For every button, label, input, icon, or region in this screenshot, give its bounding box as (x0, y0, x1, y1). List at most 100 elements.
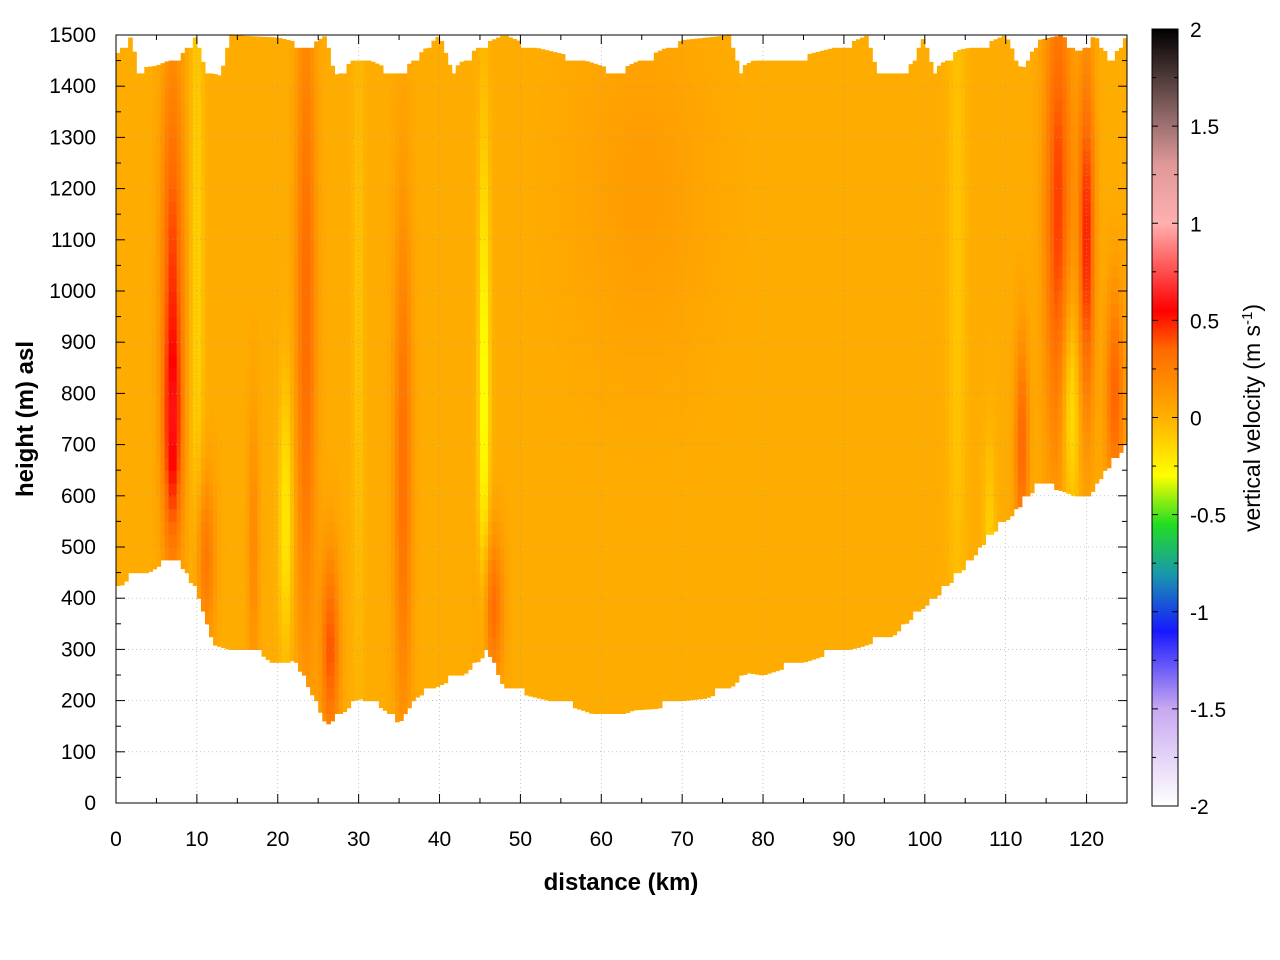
heatmap-cell (120, 521, 125, 535)
heatmap-cell (225, 188, 230, 202)
heatmap-cell (475, 252, 481, 266)
heatmap-cell (346, 163, 352, 177)
heatmap-cell (209, 227, 214, 241)
heatmap-cell (463, 649, 469, 663)
heatmap-cell (374, 559, 380, 574)
heatmap-cell (423, 201, 428, 215)
heatmap-cell (184, 252, 190, 266)
heatmap-cell (318, 483, 323, 497)
heatmap-cell (237, 137, 242, 151)
heatmap-cell (504, 355, 509, 369)
heatmap-cell (362, 649, 368, 663)
heatmap-cell (285, 342, 291, 356)
heatmap-cell (451, 291, 457, 305)
heatmap-cell (176, 508, 182, 522)
heatmap-cell (411, 483, 416, 497)
heatmap-cell (455, 86, 461, 100)
heatmap-cell (293, 60, 299, 74)
heatmap-cell (370, 598, 376, 612)
heatmap-cell (447, 585, 453, 599)
heatmap-cell (390, 163, 396, 177)
heatmap-cell (463, 303, 469, 318)
heatmap-cell (475, 111, 481, 126)
heatmap-cell (144, 73, 149, 87)
heatmap-cell (120, 163, 125, 177)
heatmap-cell (249, 598, 255, 612)
heatmap-cell (168, 547, 174, 561)
heatmap-cell (338, 393, 344, 407)
heatmap-cell (475, 73, 481, 87)
heatmap-cell (128, 163, 133, 177)
heatmap-cell (407, 419, 412, 433)
heatmap-cell (140, 201, 145, 215)
heatmap-cell (233, 124, 238, 138)
heatmap-cell (528, 419, 534, 433)
heatmap-cell (447, 355, 453, 369)
heatmap-cell (354, 329, 360, 343)
heatmap-cell (512, 559, 517, 574)
heatmap-cell (273, 636, 279, 650)
heatmap-cell (269, 598, 275, 612)
heatmap-cell (532, 419, 538, 433)
heatmap-cell (484, 380, 489, 394)
heatmap-cell (439, 483, 445, 497)
heatmap-cell (188, 508, 194, 522)
heatmap-cell (293, 393, 299, 407)
heatmap-cell (350, 675, 356, 689)
heatmap-cell (407, 534, 412, 548)
heatmap-cell (415, 150, 420, 164)
heatmap-cell (471, 163, 477, 177)
heatmap-cell (322, 265, 327, 279)
heatmap-cell (403, 342, 408, 356)
heatmap-cell (192, 355, 198, 369)
heatmap-cell (362, 99, 368, 113)
heatmap-cell (479, 252, 485, 266)
heatmap-cell (322, 163, 327, 177)
heatmap-cell (504, 35, 509, 49)
heatmap-cell (504, 457, 509, 471)
heatmap-cell (378, 124, 384, 138)
heatmap-cell (455, 649, 461, 663)
heatmap-cell (500, 47, 505, 62)
heatmap-cell (403, 700, 408, 714)
heatmap-cell (386, 380, 392, 394)
heatmap-cell (500, 367, 505, 382)
heatmap-cell (132, 137, 137, 151)
heatmap-cell (176, 73, 182, 87)
heatmap-cell (500, 598, 505, 612)
heatmap-cell (124, 495, 129, 510)
heatmap-cell (479, 431, 485, 446)
heatmap-cell (407, 214, 412, 228)
heatmap-cell (285, 60, 291, 74)
heatmap-cell (306, 419, 311, 433)
heatmap-cell (399, 188, 404, 202)
heatmap-cell (447, 239, 453, 254)
heatmap-cell (431, 227, 437, 241)
heatmap-cell (314, 291, 319, 305)
heatmap-cell (269, 291, 275, 305)
heatmap-cell (467, 483, 473, 497)
heatmap-cell (249, 73, 255, 87)
heatmap-cell (310, 227, 315, 241)
heatmap-cell (334, 444, 340, 458)
heatmap-cell (144, 124, 149, 138)
heatmap-cell (399, 457, 404, 471)
heatmap-cell (342, 86, 348, 100)
heatmap-cell (500, 214, 505, 228)
heatmap-cell (233, 316, 238, 330)
heatmap-cell (500, 137, 505, 151)
heatmap-cell (269, 239, 275, 254)
heatmap-cell (306, 598, 311, 612)
heatmap-cell (297, 508, 303, 522)
heatmap-cell (459, 239, 465, 254)
heatmap-cell (496, 303, 501, 318)
heatmap-cell (463, 355, 469, 369)
heatmap-cell (362, 227, 368, 241)
heatmap-cell (265, 150, 271, 164)
heatmap-cell (265, 393, 271, 407)
heatmap-cell (471, 124, 477, 138)
heatmap-cell (209, 175, 214, 190)
heatmap-cell (322, 367, 327, 382)
heatmap-cell (249, 47, 255, 62)
heatmap-cell (512, 406, 517, 420)
